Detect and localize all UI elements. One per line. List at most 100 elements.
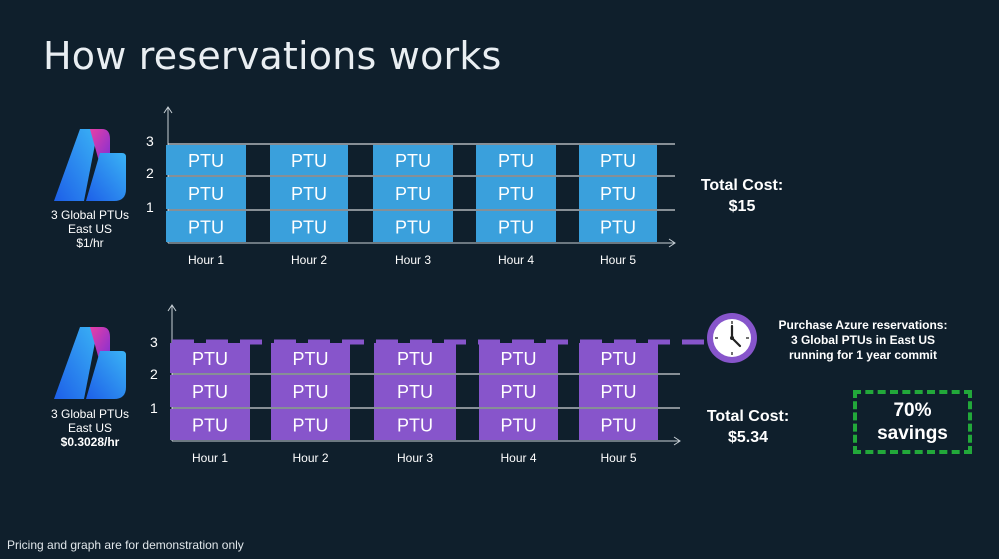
ptu-block-label: PTU (501, 349, 537, 369)
ptu-block (170, 409, 250, 440)
y-tick-label: 1 (150, 400, 158, 416)
total-cost-label: Total Cost: (706, 408, 790, 425)
x-category-label: Hour 4 (498, 253, 534, 267)
ptu-block (373, 145, 453, 175)
ptu-block (270, 145, 348, 175)
ptu-block-label: PTU (397, 382, 433, 402)
ptu-block (166, 177, 246, 209)
y-tick-label: 2 (146, 165, 154, 181)
ptu-block-label: PTU (601, 416, 637, 436)
ptu-block-label: PTU (188, 218, 224, 238)
ptu-block-label: PTU (600, 218, 636, 238)
ptu-block-label: PTU (293, 349, 329, 369)
ptu-block-label: PTU (601, 349, 637, 369)
ptu-block (373, 177, 453, 209)
ptu-block (479, 343, 558, 373)
x-category-label: Hour 5 (600, 451, 636, 465)
x-category-label: Hour 1 (192, 451, 228, 465)
ptu-block-label: PTU (397, 416, 433, 436)
ptu-block-label: PTU (397, 349, 433, 369)
y-tick-label: 2 (150, 366, 158, 382)
clock-icon (707, 313, 757, 363)
ptu-block-label: PTU (395, 184, 431, 204)
y-tick-label: 3 (146, 133, 154, 149)
ptu-block-label: PTU (501, 382, 537, 402)
ptu-block (374, 409, 456, 440)
ptu-block (170, 375, 250, 407)
ptu-block (579, 343, 658, 373)
ptu-block (476, 211, 556, 242)
savings-label: savings (877, 423, 948, 444)
ptu-block-label: PTU (498, 151, 534, 171)
savings-percent: 70% (893, 400, 932, 421)
total-cost-value: $15 (728, 198, 756, 215)
x-axis-arrow (673, 436, 681, 446)
x-category-label: Hour 2 (291, 253, 327, 267)
x-category-label: Hour 4 (500, 451, 536, 465)
ptu-block-label: PTU (293, 382, 329, 402)
ptu-block-label: PTU (498, 184, 534, 204)
purchase-note: Purchase Azure reservations: 3 Global PT… (768, 318, 958, 363)
ptu-block-label: PTU (192, 382, 228, 402)
ptu-block-label: PTU (293, 416, 329, 436)
y-tick-label: 3 (150, 334, 158, 350)
ptu-block (579, 409, 658, 440)
x-category-label: Hour 5 (600, 253, 636, 267)
total-cost-value: $5.34 (727, 429, 769, 446)
rate-text: $1/hr (76, 236, 104, 250)
y-tick-label: 1 (146, 199, 154, 215)
ptu-block-label: PTU (192, 416, 228, 436)
region-text: East US (67, 421, 112, 435)
y-axis-arrow (167, 304, 177, 312)
ptu-block (476, 177, 556, 209)
ptu-block-label: PTU (291, 218, 327, 238)
ptu-block (374, 375, 456, 407)
ptu-block (479, 375, 558, 407)
ptu-count-text: 3 Global PTUs (50, 407, 130, 421)
ptu-block (374, 343, 456, 373)
ptu-block-label: PTU (600, 184, 636, 204)
ptu-block (271, 343, 350, 373)
ptu-block (479, 409, 558, 440)
total-cost-2: Total Cost: $5.34 (698, 406, 798, 448)
ptu-block (166, 145, 246, 175)
ptu-block (373, 211, 453, 242)
ptu-block (476, 145, 556, 175)
ptu-block-label: PTU (291, 184, 327, 204)
ptu-block-label: PTU (188, 151, 224, 171)
ptu-block-label: PTU (395, 151, 431, 171)
ptu-block (579, 145, 657, 175)
total-cost-1: Total Cost: $15 (692, 175, 792, 217)
ptu-block-label: PTU (501, 416, 537, 436)
ptu-block (270, 211, 348, 242)
purchase-note-line: running for 1 year commit (788, 348, 938, 362)
rate-text: $0.3028/hr (60, 435, 120, 449)
ptu-block (579, 177, 657, 209)
purchase-note-line: 3 Global PTUs in East US (790, 333, 936, 347)
x-category-label: Hour 3 (397, 451, 433, 465)
footer-note: Pricing and graph are for demonstration … (7, 538, 244, 552)
ptu-block (579, 375, 658, 407)
ptu-block-label: PTU (291, 151, 327, 171)
total-cost-label: Total Cost: (700, 177, 784, 194)
scenario-1-caption: 3 Global PTUs East US $1/hr (30, 208, 150, 250)
ptu-block (270, 177, 348, 209)
ptu-block-label: PTU (395, 218, 431, 238)
ptu-block-label: PTU (601, 382, 637, 402)
x-category-label: Hour 2 (292, 451, 328, 465)
ptu-block (271, 375, 350, 407)
ptu-block-label: PTU (188, 184, 224, 204)
scenario-2-caption: 3 Global PTUs East US $0.3028/hr (30, 407, 150, 449)
purchase-note-line: Purchase Azure reservations: (778, 318, 948, 332)
savings-badge: 70% savings (853, 390, 972, 454)
x-category-label: Hour 1 (188, 253, 224, 267)
ptu-block (170, 343, 250, 373)
page-title: How reservations works (43, 34, 502, 78)
ptu-block (579, 211, 657, 242)
y-axis-arrow (163, 106, 173, 114)
ptu-block-label: PTU (192, 349, 228, 369)
x-axis-arrow (668, 238, 676, 248)
region-text: East US (67, 222, 112, 236)
azure-openai-logo-icon (54, 129, 126, 201)
